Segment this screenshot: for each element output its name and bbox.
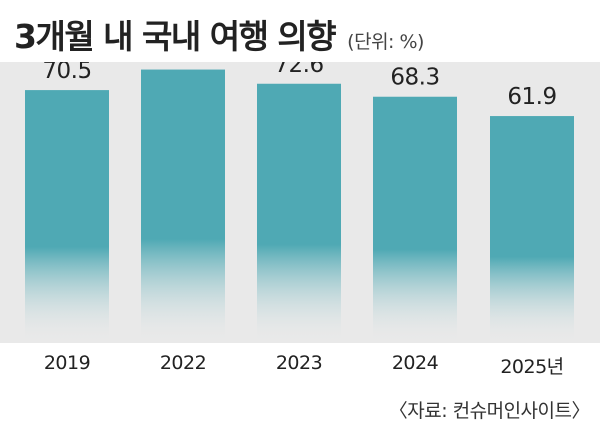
- source-note: 〈자료: 컨슈머인사이트〉: [388, 400, 591, 422]
- bar-2025년: [490, 116, 574, 343]
- plot-area: 70.5 77.3 72.6 68.3 61.9: [0, 62, 600, 343]
- bar-2024: [373, 96, 457, 343]
- unit-label: (단위: %): [347, 31, 424, 53]
- x-tick-label-2023: 2023: [275, 352, 323, 374]
- x-axis: 2019 2022 2023 2024 2025년: [0, 352, 600, 382]
- bar-chart: 70.5 77.3 72.6 68.3 61.9: [25, 62, 574, 343]
- value-label-2022: 77.3: [158, 62, 207, 64]
- bar-2023: [257, 83, 341, 343]
- value-label-2023: 72.6: [274, 62, 323, 78]
- value-label-2025년: 61.9: [507, 84, 556, 110]
- x-tick-label-2025년: 2025년: [500, 356, 564, 378]
- chart-title: 3개월 내 국내 여행 의향: [14, 17, 337, 56]
- value-label-2024: 68.3: [390, 65, 439, 91]
- value-label-2019: 70.5: [42, 62, 91, 84]
- x-tick-label-2024: 2024: [391, 352, 439, 374]
- x-tick-label-2022: 2022: [159, 352, 207, 374]
- bar-2022: [141, 69, 225, 343]
- chart-header: 3개월 내 국내 여행 의향 (단위: %): [14, 10, 424, 56]
- bar-2019: [25, 90, 109, 343]
- x-tick-label-2019: 2019: [43, 352, 91, 374]
